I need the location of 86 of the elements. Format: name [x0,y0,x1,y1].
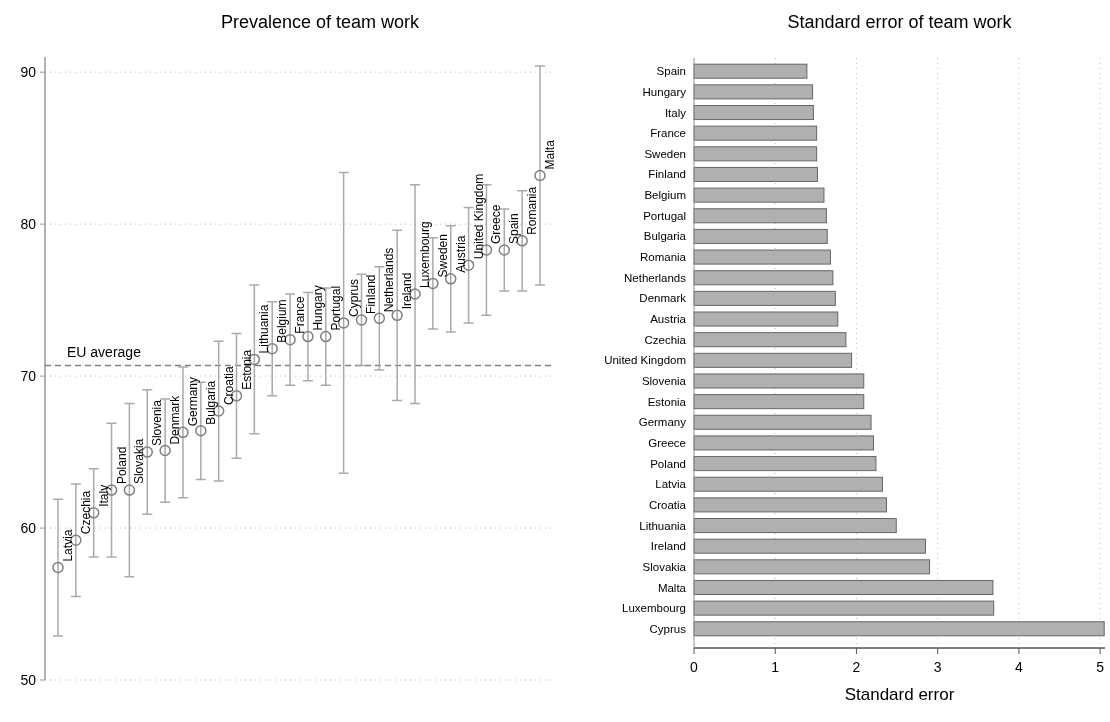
annotation: Germany [185,376,200,427]
y-tick-label: Italy [664,106,687,119]
annotation: Slovakia [132,438,147,485]
y-tick-label: United Kingdom [604,354,686,367]
y-tick-label: 60 [20,519,37,536]
chart-title: Standard error of team work [787,12,1013,32]
annotation: Cyprus [346,278,361,317]
y-tick-label: Romania [639,251,687,264]
ref-line-label: EU average [67,344,142,361]
y-tick-label: 80 [20,216,37,233]
annotation: Sweden [435,234,450,278]
annotation: Greece [489,204,504,244]
x-tick-label: 4 [1015,659,1023,675]
y-tick-label: Spain [656,65,686,78]
annotation: Poland [114,446,129,485]
y-tick-label: Portugal [643,209,686,222]
bar [693,621,1105,637]
x-tick-label: 0 [690,659,699,675]
y-tick-label: Slovenia [641,375,687,387]
point [534,169,546,182]
y-tick-label: 70 [20,368,37,384]
y-tick-label: Sweden [644,147,686,160]
point [195,425,207,437]
annotation: France [293,295,308,334]
x-tick-label: 1 [771,659,780,675]
annotation: Luxembourg [418,221,433,289]
y-tick-label: Netherlands [623,271,687,284]
annotation: Hungary [310,285,325,331]
bar [693,146,818,162]
x-tick-label: 3 [933,659,942,675]
point [52,561,64,574]
annotation: Netherlands [382,247,397,313]
annotation: Italy [96,484,111,507]
point [302,330,314,343]
annotation: Austria [453,235,468,273]
point [123,484,136,496]
annotation: Malta [543,139,557,170]
point [373,312,386,325]
y-tick-label: Belgium [644,189,686,202]
annotation: Belgium [275,299,290,343]
y-tick-label: Germany [638,416,687,429]
y-tick-label: Malta [657,581,687,594]
annotation: Finland [364,274,379,314]
y-tick-label: Slovakia [642,560,687,573]
x-tick-label: 5 [1096,659,1105,675]
y-tick-label: Bulgaria [643,230,687,243]
annotation: Croatia [221,366,236,406]
annotation: Lithuania [257,304,272,354]
annotation: Czechia [78,490,93,535]
y-tick-label: Denmark [639,292,687,305]
y-tick-label: Croatia [648,498,687,511]
annotation: Estonia [239,349,254,390]
y-tick-label: 90 [20,64,37,81]
annotation: Latvia [61,529,75,562]
annotation: Slovenia [150,399,165,447]
y-tick-label: Estonia [647,395,687,408]
point [391,309,403,322]
annotation: Spain [507,213,522,244]
annotation: Romania [525,186,540,235]
chart-title: Prevalence of team work [220,12,421,32]
annotation: Bulgaria [203,380,218,425]
annotation: United Kingdom [471,173,486,260]
bar [693,290,836,306]
y-tick-label: France [650,127,686,140]
y-tick-label: Finland [648,168,686,181]
y-tick-label: Czechia [644,333,687,346]
point [159,444,171,457]
y-tick-label: Cyprus [649,622,687,635]
y-tick-label: Greece [648,436,686,449]
bar [693,456,877,472]
point [320,330,332,343]
annotation: Ireland [400,272,415,310]
y-tick-label: Latvia [655,478,687,491]
y-tick-label: Austria [650,313,687,326]
y-tick-label: Poland [650,457,686,470]
x-axis-title: Standard error [844,685,955,704]
annotation: Portugal [328,285,343,331]
y-tick-label: Luxembourg [622,602,686,615]
y-tick-label: Ireland [650,540,686,553]
y-tick-label: Hungary [642,85,687,98]
y-tick-label: 50 [20,671,37,688]
annotation: Denmark [168,394,183,445]
x-tick-label: 2 [852,659,861,675]
point [498,244,511,256]
bar [693,373,865,389]
y-tick-label: Lithuania [639,519,687,532]
